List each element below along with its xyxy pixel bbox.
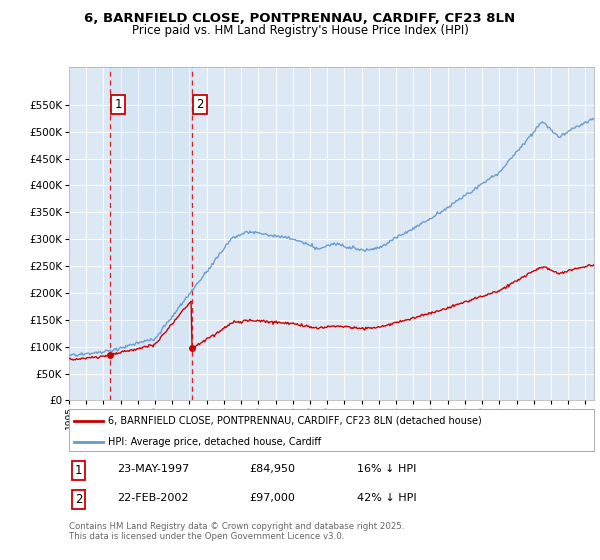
Text: 16% ↓ HPI: 16% ↓ HPI xyxy=(357,464,416,474)
Bar xyxy=(110,67,192,400)
Text: 42% ↓ HPI: 42% ↓ HPI xyxy=(357,493,416,503)
Text: 22-FEB-2002: 22-FEB-2002 xyxy=(117,493,188,503)
Text: 23-MAY-1997: 23-MAY-1997 xyxy=(117,464,189,474)
Text: 2: 2 xyxy=(75,493,83,506)
Text: 1: 1 xyxy=(75,464,83,477)
Text: £97,000: £97,000 xyxy=(249,493,295,503)
Text: Price paid vs. HM Land Registry's House Price Index (HPI): Price paid vs. HM Land Registry's House … xyxy=(131,24,469,37)
Text: 6, BARNFIELD CLOSE, PONTPRENNAU, CARDIFF, CF23 8LN (detached house): 6, BARNFIELD CLOSE, PONTPRENNAU, CARDIFF… xyxy=(109,416,482,426)
Text: HPI: Average price, detached house, Cardiff: HPI: Average price, detached house, Card… xyxy=(109,437,322,446)
Text: 2: 2 xyxy=(196,99,204,111)
Text: 1: 1 xyxy=(115,99,122,111)
Text: £84,950: £84,950 xyxy=(249,464,295,474)
Text: Contains HM Land Registry data © Crown copyright and database right 2025.
This d: Contains HM Land Registry data © Crown c… xyxy=(69,522,404,542)
Text: 6, BARNFIELD CLOSE, PONTPRENNAU, CARDIFF, CF23 8LN: 6, BARNFIELD CLOSE, PONTPRENNAU, CARDIFF… xyxy=(85,12,515,25)
